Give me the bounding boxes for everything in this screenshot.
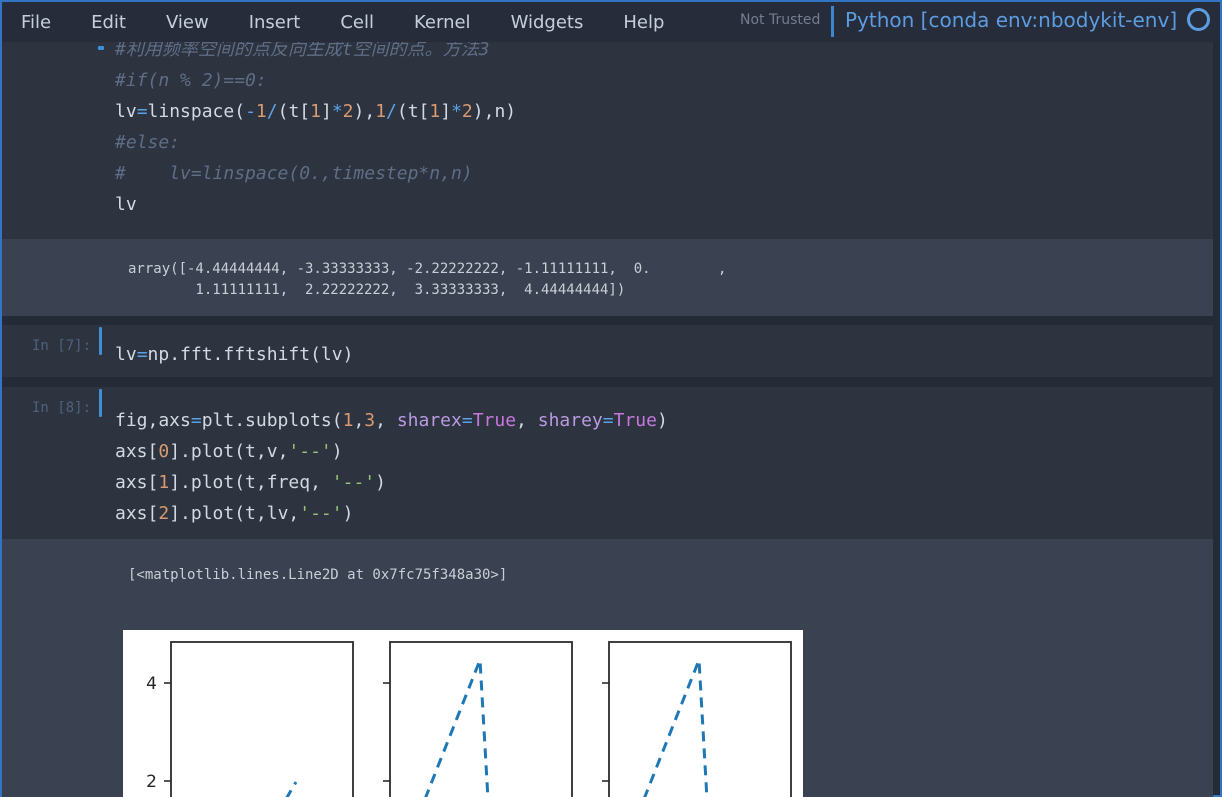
output-area-array: array([-4.44444444, -3.33333333, -2.2222… — [2, 239, 1213, 316]
menu-item-widgets[interactable]: Widgets — [510, 11, 584, 33]
code-line: #利用频率空间的点反向生成t空间的点。方法3 — [115, 42, 490, 60]
code-line: lv=np.fft.fftshift(lv) — [115, 344, 354, 365]
menu-item-help[interactable]: Help — [623, 11, 665, 33]
kernel-separator — [831, 6, 834, 37]
kernel-name-label: Python [conda env:nbodykit-env] — [845, 8, 1178, 32]
code-editor[interactable]: fig,axs=plt.subplots(1,3, sharex=True, s… — [2, 387, 1213, 529]
dashed-line-series-1 — [285, 781, 298, 797]
output-text: [<matplotlib.lines.Line2D at 0x7fc75f348… — [128, 567, 508, 583]
kernel-idle-indicator-icon — [1187, 8, 1210, 31]
code-line: axs[0].plot(t,v,'--') — [115, 441, 343, 462]
menu-item-kernel[interactable]: Kernel — [414, 11, 471, 33]
code-line: axs[2].plot(t,lv,'--') — [115, 503, 354, 524]
code-editor[interactable]: #利用频率空间的点反向生成t空间的点。方法3 #if(n % 2)==0: lv=l… — [2, 42, 1213, 220]
input-prompt: In [7]: — [32, 338, 92, 354]
cell-cursor — [99, 327, 102, 355]
cell-cursor-fragment — [98, 46, 104, 50]
cell-gap — [2, 316, 1220, 325]
cell-gap — [2, 377, 1220, 387]
dashed-line-series-3 — [643, 659, 709, 797]
menu-item-cell[interactable]: Cell — [340, 11, 374, 33]
output-area-plot: [<matplotlib.lines.Line2D at 0x7fc75f348… — [2, 539, 1213, 797]
code-editor[interactable]: lv=np.fft.fftshift(lv) — [2, 325, 1213, 370]
y-tick-label: 4 — [146, 674, 157, 694]
trust-status-badge[interactable]: Not Trusted — [740, 12, 821, 28]
subplot-frame-1 — [170, 641, 354, 797]
code-line: lv — [115, 194, 137, 215]
menu-item-insert[interactable]: Insert — [248, 11, 301, 33]
menu-item-file[interactable]: File — [21, 11, 52, 33]
output-text: array([-4.44444444, -3.33333333, -2.2222… — [128, 261, 727, 298]
input-prompt: In [8]: — [32, 400, 92, 416]
cell-cursor — [99, 389, 102, 417]
menu-item-edit[interactable]: Edit — [91, 11, 126, 33]
menu-item-view[interactable]: View — [165, 11, 209, 33]
code-line: #else: — [115, 132, 181, 153]
code-cell-in7[interactable]: In [7]: lv=np.fft.fftshift(lv) — [2, 325, 1213, 377]
code-cell-in8[interactable]: In [8]: fig,axs=plt.subplots(1,3, sharex… — [2, 387, 1213, 539]
code-line: #if(n % 2)==0: — [115, 70, 267, 91]
dashed-line-series-2 — [424, 659, 490, 797]
code-line: # lv=linspace(0.,timestep*n,n) — [115, 163, 473, 184]
code-line: axs[1].plot(t,freq, '--') — [115, 472, 386, 493]
y-tick-label: 2 — [146, 772, 157, 792]
menubar: File Edit View Insert Cell Kernel Widgets Help N… — [2, 2, 1220, 42]
subplot-frame-3 — [608, 641, 792, 797]
code-cell-scrolled[interactable]: #利用频率空间的点反向生成t空间的点。方法3 #if(n % 2)==0: lv=l… — [2, 42, 1213, 239]
code-line: fig,axs=plt.subplots(1,3, sharex=True, s… — [115, 410, 668, 431]
code-line: lv=linspace(-1/(t[1]*2),1/(t[1]*2),n) — [115, 101, 517, 122]
subplot-frame-2 — [389, 641, 573, 797]
